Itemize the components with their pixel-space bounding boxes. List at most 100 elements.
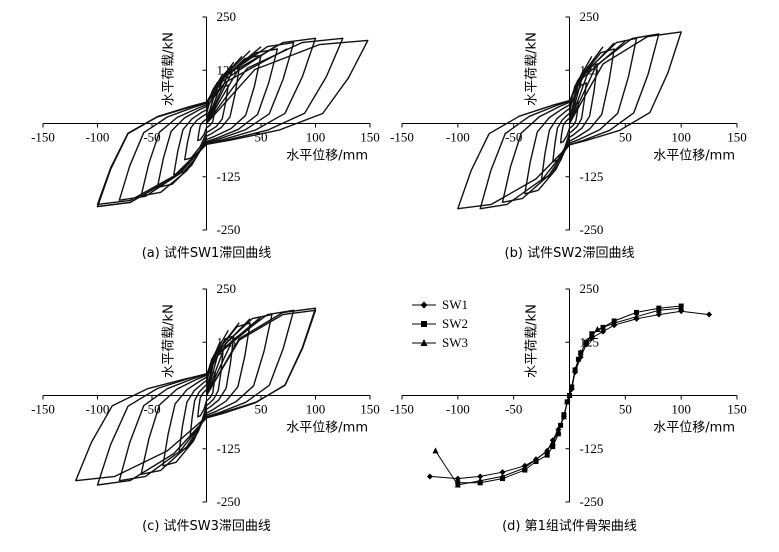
- x-tick-label: -100: [446, 130, 470, 145]
- data-point-SW1: [600, 328, 606, 335]
- data-point-SW1: [655, 311, 662, 318]
- legend-entry-SW1: SW1: [412, 297, 468, 312]
- data-point-SW3: [566, 392, 573, 398]
- y-axis-label: 水平荷载/kN: [525, 304, 540, 378]
- chart-panel-c: -150 -100 -50 50 100 150-250-125125250水平位移/mm…: [31, 281, 380, 509]
- x-tick-label: -150: [390, 402, 414, 417]
- legend-entry-SW3: SW3: [412, 335, 468, 350]
- y-tick-label: 250: [217, 9, 237, 24]
- chart-panel-b: -150 -100 -50 50 100 150-250-125125250水平位移/mm…: [390, 9, 747, 237]
- y-tick-label: -125: [580, 441, 604, 456]
- x-tick-label: 150: [727, 130, 747, 145]
- hysteresis-loop: [552, 82, 587, 163]
- data-point-SW3: [521, 464, 528, 471]
- data-point-SW1: [454, 475, 461, 482]
- data-point-SW3: [611, 319, 618, 326]
- legend-label: SW3: [442, 335, 468, 350]
- hysteresis-loop: [479, 33, 660, 210]
- y-tick-label: 250: [580, 281, 600, 296]
- series-line-SW3: [435, 307, 682, 486]
- y-tick-label: -125: [580, 169, 604, 184]
- data-point-SW2: [634, 309, 639, 315]
- x-tick-label: -150: [31, 402, 55, 417]
- data-point-SW3: [564, 398, 571, 405]
- x-tick-label: -100: [446, 402, 470, 417]
- data-point-SW3: [533, 455, 539, 462]
- x-tick-label: -50: [505, 402, 522, 417]
- x-tick-label: -100: [86, 130, 110, 145]
- x-tick-label: 100: [671, 130, 691, 145]
- data-point-SW3: [560, 413, 567, 420]
- y-tick-label: 125: [580, 334, 600, 349]
- data-point-SW3: [432, 447, 439, 454]
- data-point-SW1: [706, 311, 713, 318]
- data-point-SW3: [678, 304, 685, 311]
- data-point-SW3: [588, 332, 595, 339]
- data-point-SW2: [544, 452, 550, 458]
- x-tick-label: -150: [390, 130, 414, 145]
- y-tick-label: -250: [580, 494, 604, 509]
- y-axis-label: 水平荷载/kN: [525, 32, 540, 106]
- x-tick-label: 50: [619, 402, 632, 417]
- data-point-SW3: [454, 481, 461, 488]
- y-tick-label: -250: [217, 222, 241, 237]
- data-point-SW1: [499, 469, 506, 476]
- chart-panel-d: -150 -100 -50 50 100 150 -250 -125 125 250 水平位移/mm…: [390, 281, 747, 509]
- data-point-SW3: [577, 349, 584, 356]
- hysteresis-loop: [162, 322, 251, 467]
- chart-panel-a: -150 -100 -50 50 100 150-250-125125250水平位移/mm…: [31, 9, 380, 237]
- hysteresis-loop: [75, 309, 317, 482]
- y-axis-label: 水平荷载/kN: [162, 32, 177, 106]
- y-tick-label: -125: [217, 441, 241, 456]
- hysteresis-loop: [118, 41, 295, 201]
- hysteresis-loop: [524, 48, 615, 195]
- panel-caption: (a) 试件SW1滞回曲线: [142, 246, 272, 261]
- legend-label: SW1: [442, 297, 468, 312]
- data-point-SW3: [583, 338, 590, 345]
- data-point-SW3: [555, 428, 562, 435]
- legend-marker: [421, 321, 427, 327]
- hysteresis-loop: [559, 101, 580, 144]
- data-point-SW3: [477, 477, 484, 484]
- hysteresis-loop: [140, 313, 273, 475]
- legend-marker: [420, 301, 428, 309]
- data-point-SW3: [549, 438, 556, 445]
- legend-entry-SW2: SW2: [412, 316, 468, 331]
- y-tick-label: 250: [217, 281, 237, 296]
- x-tick-label: -150: [31, 130, 55, 145]
- x-tick-label: 100: [306, 130, 326, 145]
- y-tick-label: 250: [580, 9, 600, 24]
- x-axis-label: 水平位移/mm: [653, 421, 735, 436]
- data-point-SW2: [550, 444, 556, 450]
- legend-marker: [420, 339, 428, 346]
- data-point-SW3: [655, 306, 662, 313]
- y-tick-label: -125: [217, 169, 241, 184]
- x-tick-label: 150: [360, 130, 380, 145]
- panel-caption: (b) 试件SW2滞回曲线: [505, 246, 635, 261]
- data-point-SW3: [568, 383, 575, 390]
- data-point-SW1: [426, 473, 433, 480]
- x-tick-label: 150: [727, 402, 747, 417]
- x-tick-label: 150: [360, 402, 380, 417]
- hysteresis-loop: [457, 31, 682, 210]
- x-tick-label: -50: [505, 130, 522, 145]
- data-point-SW3: [633, 313, 640, 320]
- data-point-SW3: [544, 447, 551, 454]
- data-point-SW3: [594, 325, 601, 332]
- hysteresis-loop: [96, 39, 369, 208]
- y-tick-label: -250: [217, 494, 241, 509]
- x-axis-label: 水平位移/mm: [286, 149, 368, 164]
- x-tick-label: 100: [306, 402, 326, 417]
- data-point-SW3: [572, 366, 579, 373]
- hysteresis-loop: [118, 309, 295, 482]
- legend-label: SW2: [442, 316, 468, 331]
- data-point-SW3: [499, 472, 506, 479]
- x-tick-label: 50: [619, 130, 632, 145]
- panel-caption: (d) 第1组试件骨架曲线: [502, 519, 637, 534]
- x-axis-label: 水平位移/mm: [286, 421, 368, 436]
- y-axis-label: 水平荷载/kN: [162, 304, 177, 378]
- panel-caption: (c) 试件SW3滞回曲线: [142, 519, 271, 534]
- x-tick-label: 50: [255, 402, 268, 417]
- x-tick-label: -100: [86, 402, 110, 417]
